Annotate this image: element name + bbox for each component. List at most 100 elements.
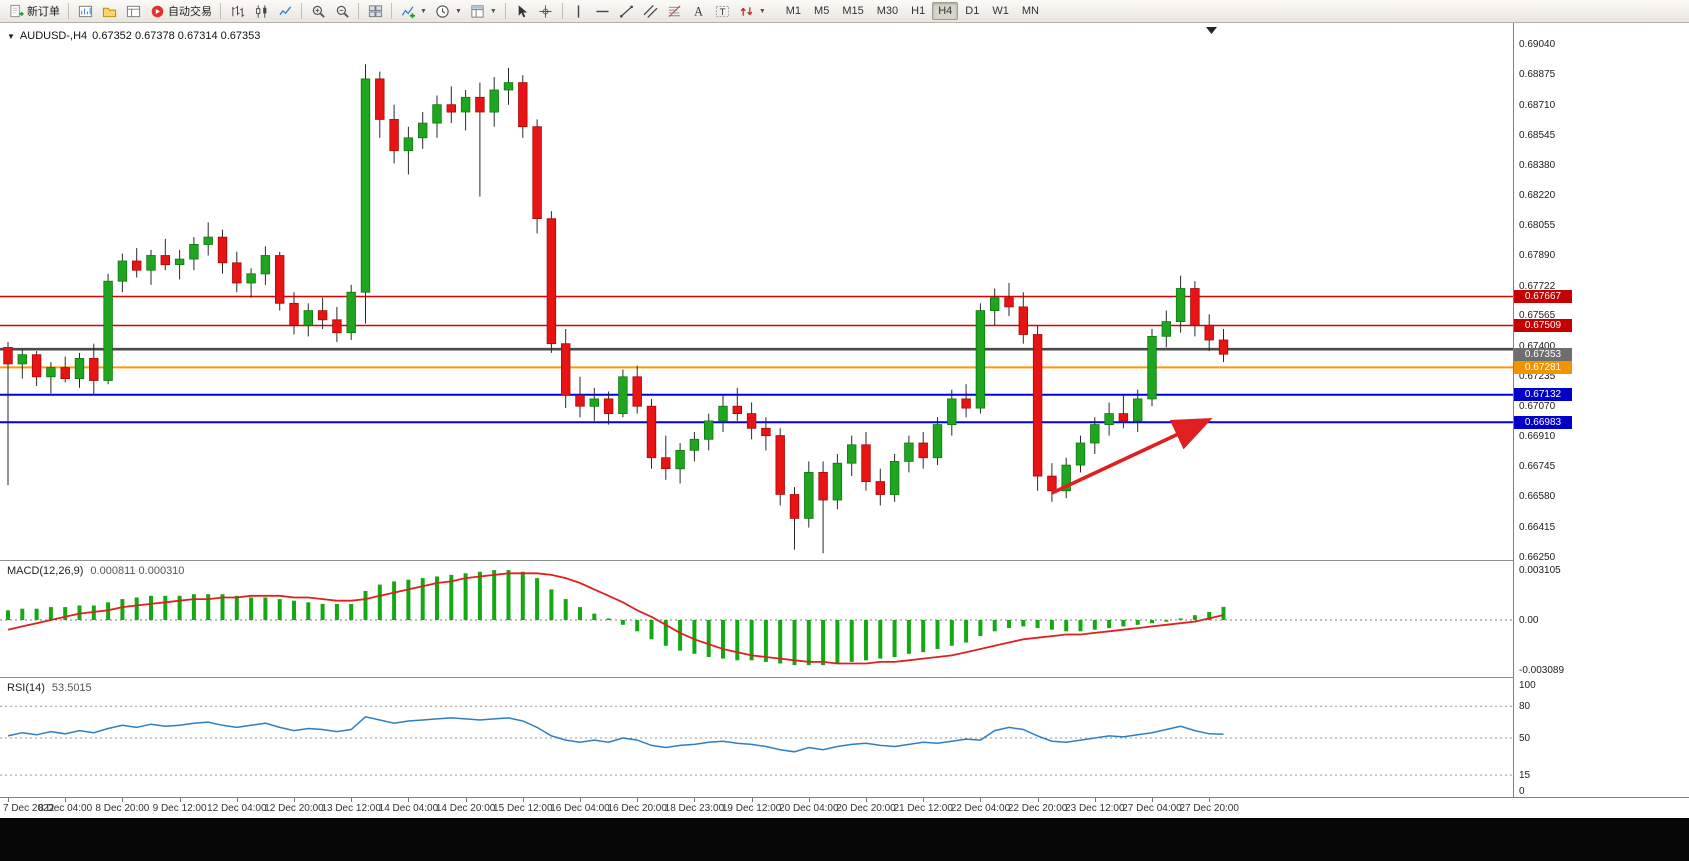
time-axis-label: 27 Dec 20:00 — [1179, 803, 1239, 814]
timeframe-button-m15[interactable]: M15 — [842, 5, 864, 17]
macd-axis-label: 0.003105 — [1519, 565, 1561, 576]
macd-chart[interactable] — [0, 562, 1513, 677]
rsi-axis-label: 15 — [1519, 770, 1531, 782]
timeframe-button-m1[interactable]: M1 — [785, 5, 802, 17]
time-axis-label: 20 Dec 20:00 — [836, 803, 896, 814]
channel-icon — [643, 3, 659, 19]
toolbar-separator — [358, 3, 359, 19]
time-axis-tick — [866, 798, 867, 802]
periods-icon — [435, 3, 451, 19]
time-axis-tick — [294, 798, 295, 802]
timeframe-button-m30[interactable]: M30 — [876, 5, 899, 17]
time-axis-label: 16 Dec 20:00 — [607, 803, 667, 814]
templates-button[interactable]: ▼ — [466, 1, 501, 21]
price-axis[interactable]: 0.69040 0.68875 0.68710 0.68545 0.68380 0.682… — [1513, 23, 1689, 818]
auto-trading-icon — [149, 3, 165, 19]
timeframe-button-w1[interactable]: W1 — [992, 5, 1009, 17]
time-axis-tick — [351, 798, 353, 802]
rsi-axis-label: 80 — [1519, 701, 1531, 713]
time-axis-tick — [1209, 798, 1211, 802]
horizontal-line-button[interactable] — [591, 1, 615, 21]
periods-button[interactable]: ▼ — [431, 1, 466, 21]
tile-windows-icon — [367, 3, 383, 19]
bottom-strip — [0, 818, 1689, 861]
candlestick-chart-button[interactable] — [249, 1, 273, 21]
time-axis-tick — [580, 798, 581, 802]
main-chart-panel[interactable] — [0, 26, 1513, 560]
line-chart-button[interactable] — [273, 1, 297, 21]
price-tag: 0.67667 — [1514, 289, 1572, 303]
macd-signal-line — [7, 572, 1224, 665]
new-order-button[interactable]: 新订单 — [4, 1, 64, 21]
price-axis-label: 0.67890 — [1519, 250, 1556, 262]
trend-arrow[interactable] — [1051, 417, 1213, 495]
timeframe-button-d1[interactable]: D1 — [965, 5, 980, 17]
indicators-icon — [400, 3, 416, 19]
rsi-axis-label: 0 — [1519, 786, 1525, 797]
timeframe-button-h1[interactable]: H1 — [911, 5, 926, 17]
macd-panel-divider[interactable] — [0, 560, 1689, 561]
chart-ohlc-values: 0.67352 0.67378 0.67314 0.67353 — [92, 30, 261, 42]
new-order-icon — [8, 3, 24, 19]
time-axis-tick — [122, 798, 124, 802]
cursor-button[interactable] — [510, 1, 534, 21]
timeframe-button-h4[interactable]: H4 — [932, 2, 959, 20]
label-button[interactable]: T — [711, 1, 735, 21]
templates-icon — [470, 3, 486, 19]
vertical-line-button[interactable] — [567, 1, 591, 21]
price-axis-label: 0.69040 — [1519, 39, 1556, 50]
time-axis-label: 12 Dec 20:00 — [264, 803, 324, 814]
toolbar: 新订单 自动交易 ▼ ▼ ▼ A T ▼ M1 M5 M15 M30 H1 H4 D1 W1 MN — [0, 0, 1689, 23]
dropdown-caret-icon: ▼ — [454, 7, 462, 15]
candlestick-chart[interactable] — [0, 26, 1513, 560]
time-axis-tick — [1152, 798, 1153, 802]
crosshair-button[interactable] — [534, 1, 558, 21]
price-axis-label: 0.68710 — [1519, 99, 1556, 111]
price-tag: 0.67509 — [1514, 319, 1572, 332]
fibonacci-button[interactable] — [663, 1, 687, 21]
text-button[interactable]: A — [687, 1, 711, 21]
timeframe-group: M1 M5 M15 M30 H1 H4 D1 W1 MN — [780, 2, 1045, 20]
time-axis-tick — [236, 798, 238, 802]
time-axis-tick — [522, 798, 524, 802]
profiles-button[interactable] — [97, 1, 121, 21]
time-axis-tick — [65, 798, 67, 802]
macd-panel[interactable] — [0, 562, 1513, 677]
zoom-out-button[interactable] — [330, 1, 354, 21]
trendline-button[interactable] — [615, 1, 639, 21]
dropdown-caret-icon: ▼ — [420, 7, 427, 15]
tile-windows-button[interactable] — [363, 1, 387, 21]
price-axis-label: 0.68545 — [1519, 130, 1556, 142]
rsi-axis-label: 100 — [1519, 680, 1536, 691]
channel-button[interactable] — [639, 1, 663, 21]
bar-chart-button[interactable] — [225, 1, 249, 21]
toolbar-separator — [391, 3, 392, 19]
rsi-panel[interactable] — [0, 679, 1513, 797]
macd-label: MACD(12,26,9) 0.000811 0.000310 — [7, 565, 184, 577]
indicators-button[interactable]: ▼ — [396, 1, 431, 21]
zoom-in-icon — [310, 3, 326, 19]
time-axis-tick — [751, 798, 753, 802]
price-axis-label: 0.68380 — [1519, 160, 1556, 172]
timeframe-button-mn[interactable]: MN — [1021, 5, 1039, 17]
fibonacci-icon — [667, 3, 683, 19]
rsi-line — [7, 715, 1224, 753]
time-axis-label: 20 Dec 04:00 — [779, 803, 839, 814]
time-axis-label: 22 Dec 20:00 — [1007, 803, 1068, 814]
time-axis-tick — [694, 798, 696, 802]
time-axis[interactable]: 7 Dec 2022 8 Dec 04:00 8 Dec 20:00 9 Dec 12… — [0, 797, 1689, 818]
charts-button[interactable] — [73, 1, 97, 21]
rsi-panel-divider[interactable] — [0, 677, 1689, 678]
data-window-button[interactable] — [121, 1, 145, 21]
symbol-dropdown-icon[interactable]: ▼ — [7, 31, 15, 41]
timeframe-button-m5[interactable]: M5 — [814, 5, 830, 17]
time-axis-tick — [179, 798, 181, 802]
auto-trading-button[interactable]: 自动交易 — [145, 1, 216, 21]
zoom-in-button[interactable] — [306, 1, 330, 21]
rsi-chart[interactable] — [0, 679, 1513, 797]
chart-shift-marker[interactable] — [1206, 27, 1217, 34]
time-axis-label: 15 Dec 12:00 — [493, 803, 553, 814]
arrows-button[interactable]: ▼ — [735, 1, 770, 21]
time-axis-label: 13 Dec 12:00 — [321, 803, 381, 814]
time-axis-label: 12 Dec 04:00 — [207, 803, 267, 814]
